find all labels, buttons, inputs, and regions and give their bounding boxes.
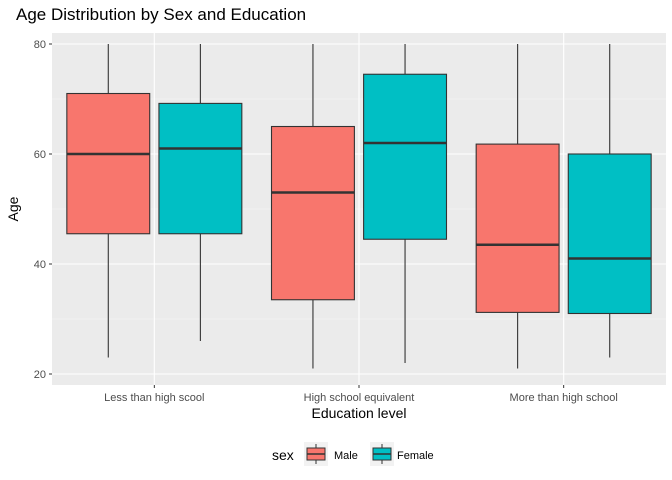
box-male-1 (270, 44, 355, 369)
major-gridlines (52, 33, 666, 385)
x-tick-label: Less than high scool (104, 392, 204, 404)
y-tick-label: 40 (34, 259, 46, 271)
box-female-2 (567, 44, 652, 358)
x-axis: Less than high scool High school equivale… (104, 385, 618, 404)
x-tick-label: More than high school (510, 392, 618, 404)
box-iqr (158, 102, 243, 235)
box-iqr (363, 73, 448, 240)
box-iqr (567, 153, 652, 315)
legend-key-male (304, 442, 328, 466)
box-male-0 (66, 44, 151, 358)
x-tick-label: High school equivalent (304, 392, 415, 404)
legend-title: sex (272, 447, 294, 463)
box-iqr (66, 92, 151, 235)
box-iqr (475, 143, 560, 313)
legend-label: Male (334, 450, 358, 462)
box-female-1 (363, 44, 448, 363)
y-axis-title: Age (5, 196, 21, 221)
box-group (66, 44, 652, 369)
y-tick-label: 80 (34, 39, 46, 51)
chart-title: Age Distribution by Sex and Education (16, 5, 306, 24)
legend-label: Female (397, 450, 434, 462)
legend: sex Male Female (272, 442, 434, 466)
box-male-2 (475, 44, 560, 369)
y-tick-label: 20 (34, 369, 46, 381)
y-axis: 20 40 60 80 (34, 39, 52, 381)
box-iqr (270, 125, 355, 301)
legend-key-female (370, 442, 394, 466)
x-axis-title: Education level (312, 405, 407, 421)
y-tick-label: 60 (34, 149, 46, 161)
box-female-0 (158, 44, 243, 341)
